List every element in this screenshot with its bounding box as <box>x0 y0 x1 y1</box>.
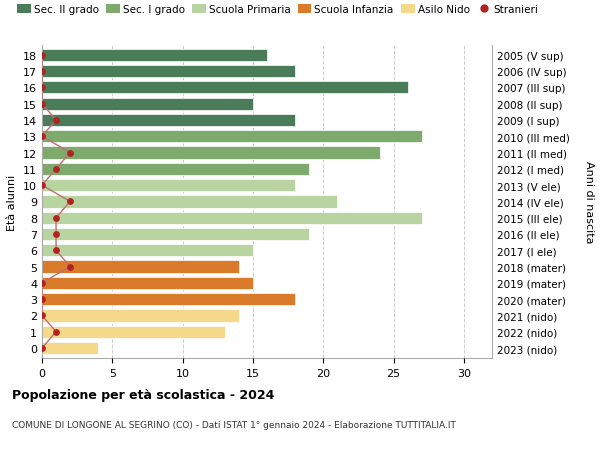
Point <box>37 345 47 352</box>
Bar <box>42 326 225 338</box>
Y-axis label: Età alunni: Età alunni <box>7 174 17 230</box>
Bar <box>42 293 295 306</box>
Bar <box>42 66 295 78</box>
Point <box>37 280 47 287</box>
Point <box>65 198 75 206</box>
Bar <box>42 196 337 208</box>
Point <box>51 117 61 124</box>
Bar <box>42 342 98 354</box>
Point <box>51 328 61 336</box>
Bar <box>42 98 253 111</box>
Bar <box>42 277 253 289</box>
Point <box>65 150 75 157</box>
Bar <box>42 115 295 127</box>
Bar <box>42 50 267 62</box>
Bar <box>42 82 407 94</box>
Point <box>51 166 61 173</box>
Point <box>37 182 47 190</box>
Point <box>37 133 47 140</box>
Bar <box>42 310 239 322</box>
Y-axis label: Anni di nascita: Anni di nascita <box>584 161 593 243</box>
Bar <box>42 131 422 143</box>
Text: Popolazione per età scolastica - 2024: Popolazione per età scolastica - 2024 <box>12 388 274 401</box>
Legend: Sec. II grado, Sec. I grado, Scuola Primaria, Scuola Infanzia, Asilo Nido, Stran: Sec. II grado, Sec. I grado, Scuola Prim… <box>17 5 539 15</box>
Point <box>37 68 47 76</box>
Bar <box>42 261 239 273</box>
Point <box>37 52 47 59</box>
Point <box>37 312 47 319</box>
Point <box>37 84 47 92</box>
Point <box>37 296 47 303</box>
Bar <box>42 229 309 241</box>
Bar <box>42 147 380 159</box>
Bar <box>42 163 309 175</box>
Point <box>51 231 61 238</box>
Bar <box>42 212 422 224</box>
Point <box>51 247 61 254</box>
Bar <box>42 245 253 257</box>
Text: COMUNE DI LONGONE AL SEGRINO (CO) - Dati ISTAT 1° gennaio 2024 - Elaborazione TU: COMUNE DI LONGONE AL SEGRINO (CO) - Dati… <box>12 420 456 429</box>
Point <box>37 101 47 108</box>
Bar <box>42 179 295 192</box>
Point <box>65 263 75 271</box>
Point <box>51 214 61 222</box>
